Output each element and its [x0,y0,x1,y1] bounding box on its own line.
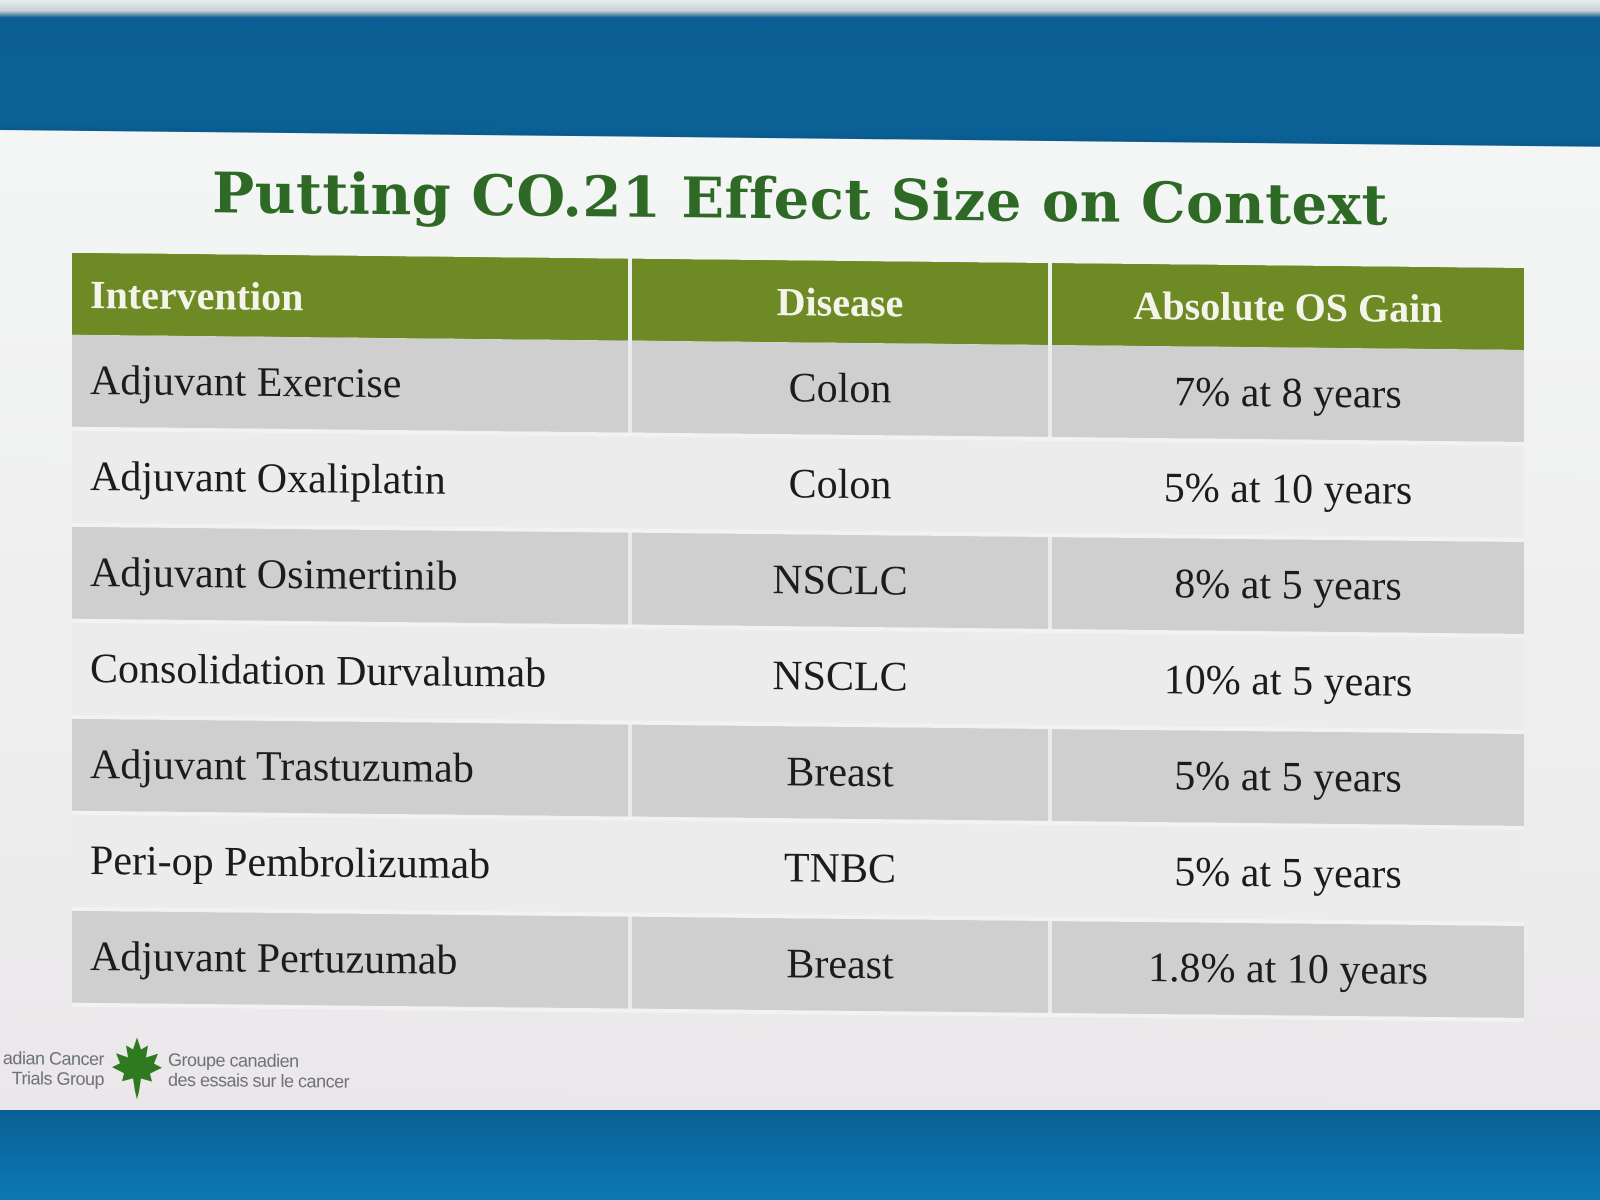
table-row: Adjuvant Oxaliplatin Colon 5% at 10 year… [72,428,1524,540]
table-row: Peri-op Pembrolizumab TNBC 5% at 5 years [72,812,1524,924]
cell-intervention: Adjuvant Oxaliplatin [72,428,630,531]
cell-os-gain: 7% at 8 years [1050,344,1524,444]
cell-disease: Breast [630,722,1050,823]
cell-intervention: Consolidation Durvalumab [72,620,630,723]
monitor-top-bezel [0,0,1600,18]
slide-title: Putting CO.21 Effect Size on Context [212,160,1388,239]
cell-disease: NSCLC [630,530,1050,631]
cell-disease: TNBC [630,818,1050,919]
cell-intervention: Adjuvant Pertuzumab [72,908,630,1011]
cell-os-gain: 5% at 10 years [1050,438,1524,540]
header-absolute-os-gain: Absolute OS Gain [1050,262,1524,350]
logo-french-line-1: Groupe canadien [168,1049,299,1072]
logo-english-line-2: Trials Group [11,1068,104,1090]
cell-intervention: Adjuvant Trastuzumab [72,716,630,819]
cell-disease: Colon [630,434,1050,535]
header-disease: Disease [630,258,1050,345]
effect-size-table: Intervention Disease Absolute OS Gain Ad… [72,252,1524,1022]
cell-disease: Breast [630,914,1050,1015]
cell-os-gain: 10% at 5 years [1050,630,1524,732]
cell-disease: NSCLC [630,626,1050,727]
monitor-bottom-band [0,1110,1600,1200]
header-intervention: Intervention [72,252,630,341]
table-row: Adjuvant Exercise Colon 7% at 8 years [72,334,1524,444]
table-row: Adjuvant Osimertinib NSCLC 8% at 5 years [72,524,1524,636]
logo-english-text: adian Cancer Trials Group [0,1048,104,1089]
cell-intervention: Peri-op Pembrolizumab [72,812,630,915]
table-row: Consolidation Durvalumab NSCLC 10% at 5 … [72,620,1524,732]
maple-leaf-icon [112,1037,162,1100]
table-body: Adjuvant Exercise Colon 7% at 8 years Ad… [72,334,1524,1020]
logo-french-line-2: des essais sur le cancer [168,1069,350,1092]
cell-os-gain: 5% at 5 years [1050,822,1524,924]
logo-french-text: Groupe canadien des essais sur le cancer [168,1050,349,1092]
cell-intervention: Adjuvant Exercise [72,334,630,435]
table-header-row: Intervention Disease Absolute OS Gain [72,252,1524,350]
logo-english-line-1: adian Cancer [2,1048,104,1070]
table-header: Intervention Disease Absolute OS Gain [72,252,1524,350]
table-row: Adjuvant Pertuzumab Breast 1.8% at 10 ye… [72,908,1524,1020]
cctg-logo: adian Cancer Trials Group Groupe canadie… [0,1037,380,1112]
presentation-slide: Putting CO.21 Effect Size on Context Int… [0,130,1600,1127]
cell-os-gain: 8% at 5 years [1050,534,1524,636]
cell-intervention: Adjuvant Osimertinib [72,524,630,627]
cell-disease: Colon [630,340,1050,439]
table-row: Adjuvant Trastuzumab Breast 5% at 5 year… [72,716,1524,828]
cell-os-gain: 1.8% at 10 years [1050,918,1524,1020]
cell-os-gain: 5% at 5 years [1050,726,1524,828]
